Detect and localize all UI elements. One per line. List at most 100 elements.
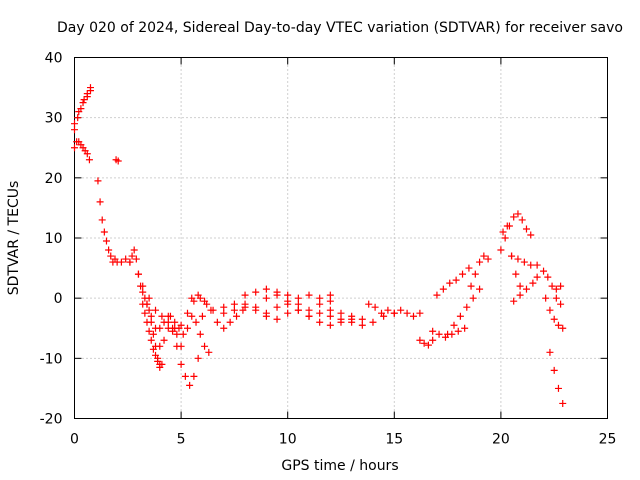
data-point (316, 309, 324, 317)
data-point (294, 294, 302, 302)
data-point (230, 306, 238, 314)
data-point (378, 309, 386, 317)
data-point (559, 399, 567, 407)
data-point (156, 324, 164, 332)
data-point (71, 144, 78, 152)
data-point (369, 318, 377, 326)
data-point (516, 282, 524, 290)
data-point (145, 327, 153, 335)
data-point (326, 321, 334, 329)
data-point (83, 93, 91, 101)
data-point (471, 270, 479, 278)
data-point (316, 294, 324, 302)
data-point (552, 285, 560, 293)
data-point (177, 360, 185, 368)
series-mid-e (326, 312, 388, 329)
series-early-mid (71, 138, 93, 164)
data-point (284, 300, 292, 308)
data-point (241, 291, 249, 299)
series-steep-b (139, 300, 166, 371)
data-point (527, 231, 535, 239)
series-mid-c (241, 300, 366, 323)
data-point (358, 321, 366, 329)
data-point (139, 282, 147, 290)
data-point (540, 267, 548, 275)
data-point (554, 321, 562, 329)
data-point (198, 312, 206, 320)
data-point (75, 108, 83, 116)
data-point (79, 99, 87, 107)
data-point (74, 114, 82, 122)
series-rise-a (145, 294, 211, 332)
data-point (499, 228, 507, 236)
y-tick-label: -10 (40, 351, 63, 367)
data-point (262, 309, 270, 317)
data-point (179, 330, 187, 338)
data-point (181, 372, 189, 380)
series-peak-c (508, 252, 541, 269)
data-point (533, 261, 541, 269)
data-point (160, 336, 168, 344)
data-point (510, 297, 518, 305)
y-axis-label: SDTVAR / TECUs (6, 181, 22, 296)
y-tick-label: 10 (45, 231, 63, 247)
data-point (173, 342, 181, 350)
series-loop-a (134, 270, 185, 350)
data-point (554, 384, 562, 392)
data-point (294, 306, 302, 314)
series-steep-a (126, 246, 164, 368)
series-loop-b (156, 312, 202, 389)
data-point (71, 126, 78, 134)
data-point (522, 225, 530, 233)
data-point (476, 258, 484, 266)
data-point (194, 354, 202, 362)
data-point (141, 309, 149, 317)
data-point (546, 306, 554, 314)
data-point (128, 252, 136, 260)
data-point (337, 309, 345, 317)
data-point (145, 306, 153, 314)
data-point (226, 318, 234, 326)
series-mid-d (262, 288, 334, 314)
data-point (433, 291, 441, 299)
data-point (262, 294, 270, 302)
data-point (130, 246, 138, 254)
data-point (514, 210, 522, 218)
data-point (156, 342, 164, 350)
series-mid-a (198, 285, 334, 320)
data-point (435, 330, 443, 338)
data-point (326, 306, 334, 314)
data-point (96, 198, 104, 206)
data-point (139, 288, 147, 296)
data-point (284, 309, 292, 317)
data-point (149, 345, 157, 353)
data-point (126, 258, 134, 266)
data-point (550, 315, 558, 323)
data-point (105, 246, 113, 254)
data-point (518, 216, 526, 224)
data-point (403, 309, 411, 317)
data-point (166, 312, 174, 320)
data-point (205, 348, 213, 356)
data-point (171, 318, 179, 326)
data-point (201, 297, 209, 305)
data-point (149, 330, 157, 338)
data-point (183, 309, 191, 317)
series-rise-c (433, 264, 473, 299)
data-point (171, 324, 179, 332)
data-point (348, 312, 356, 320)
x-axis-label: GPS time / hours (281, 458, 398, 474)
series-early-high-2 (71, 87, 94, 128)
data-point (83, 150, 91, 158)
data-point (337, 315, 345, 323)
data-point (512, 270, 520, 278)
data-point (117, 258, 125, 266)
data-point (194, 291, 202, 299)
series-late-a (365, 300, 398, 317)
data-points (71, 84, 567, 407)
data-point (305, 291, 313, 299)
series-descend (510, 273, 541, 305)
data-point (143, 318, 151, 326)
gridlines (74, 57, 608, 419)
plot-frame (74, 57, 608, 419)
